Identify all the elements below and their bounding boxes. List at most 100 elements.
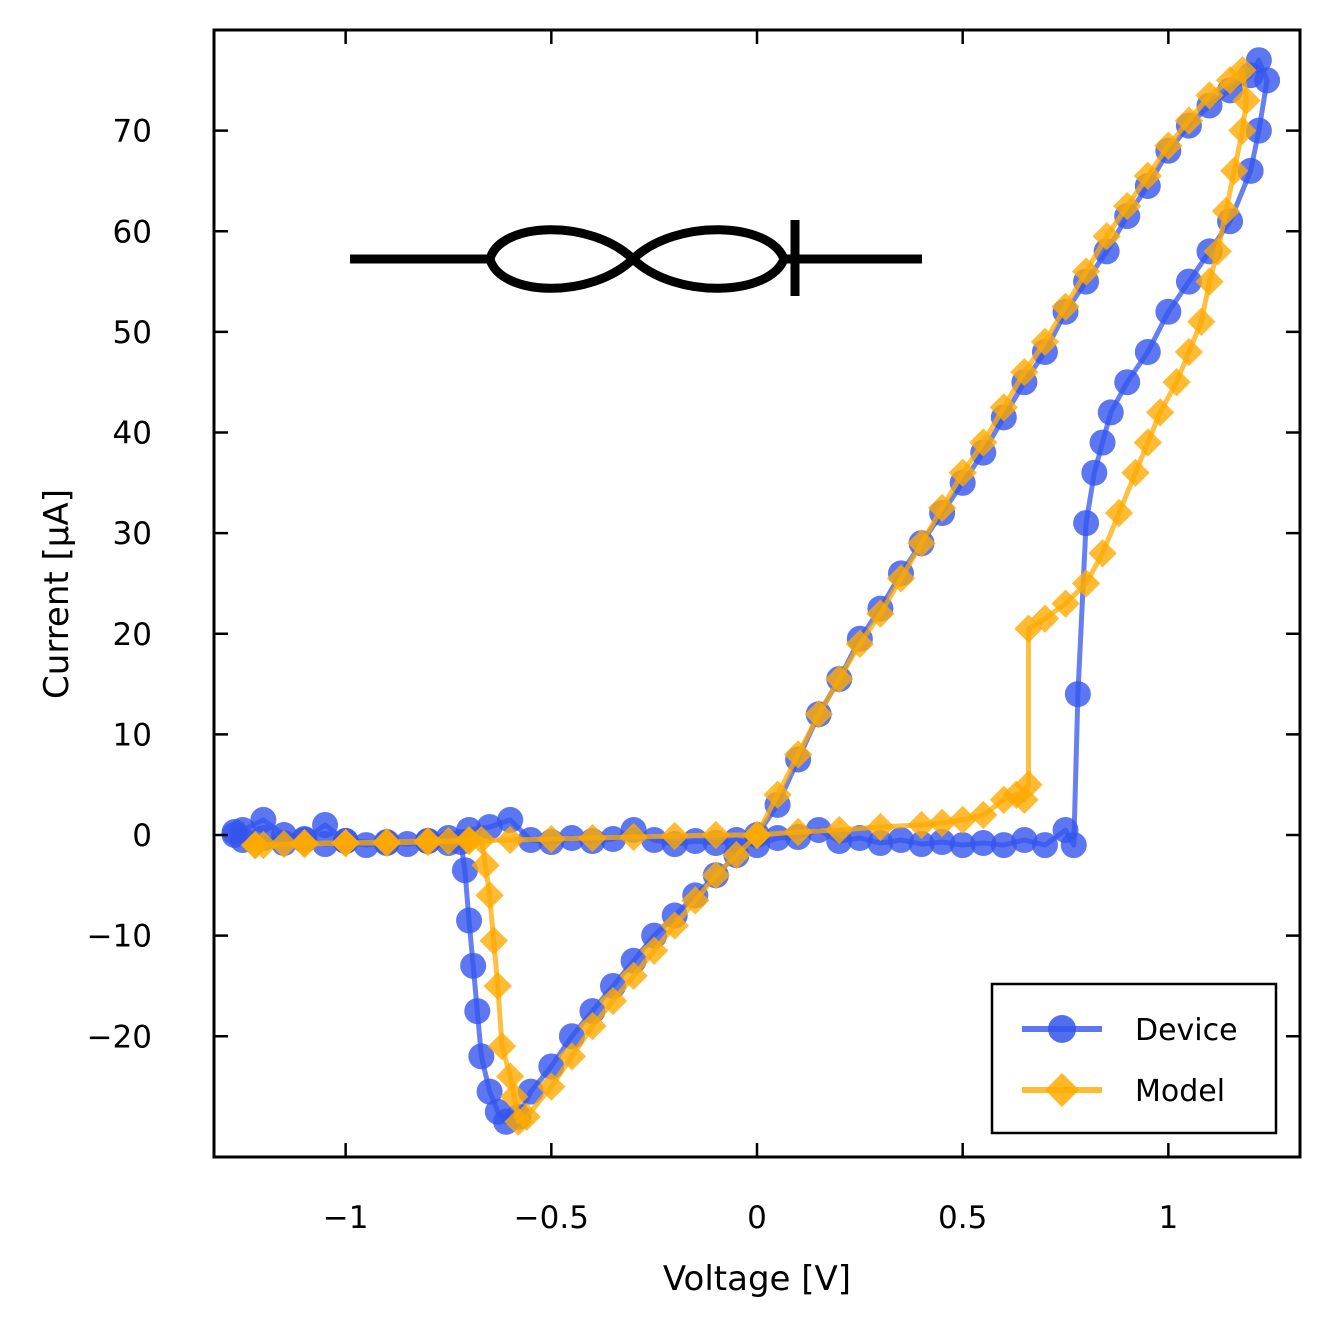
data-point-model	[269, 829, 299, 859]
data-point-model	[1203, 237, 1232, 266]
data-point-device	[1011, 827, 1038, 854]
y-tick-label: −10	[87, 919, 152, 955]
data-point-device	[990, 832, 1017, 859]
data-point-model	[783, 817, 813, 847]
data-point-model	[372, 828, 401, 858]
series-line-model	[255, 67, 1249, 1125]
data-point-model	[660, 821, 689, 851]
data-point-model	[537, 1072, 566, 1101]
data-point-model	[783, 740, 813, 769]
data-point-model	[471, 851, 500, 880]
y-tick-label: 30	[113, 516, 152, 552]
data-point-model	[496, 825, 525, 855]
x-tick-label: −1	[323, 1200, 369, 1236]
data-point-device	[476, 1078, 503, 1105]
data-point-device	[929, 829, 956, 856]
data-point-model	[1211, 196, 1241, 226]
data-point-model	[483, 971, 512, 1001]
data-point-device	[1254, 67, 1281, 94]
data-point-model	[969, 428, 998, 457]
y-tick-label: −20	[87, 1019, 152, 1055]
data-point-device	[970, 830, 997, 857]
data-point-model	[487, 1032, 517, 1061]
data-point-device	[641, 827, 668, 854]
y-tick-label: 70	[113, 114, 152, 150]
data-point-device	[1052, 816, 1079, 843]
x-tick-label: 1	[1158, 1200, 1178, 1236]
data-point-model	[537, 824, 566, 854]
data-point-device	[887, 827, 914, 854]
data-point-device	[1097, 399, 1124, 426]
data-point-model	[1174, 337, 1204, 367]
data-point-model	[969, 800, 998, 829]
data-point-model	[479, 926, 508, 955]
data-point-device	[497, 806, 524, 833]
data-point-model	[742, 820, 772, 850]
y-tick-label: 60	[113, 214, 152, 250]
data-point-model	[1195, 81, 1224, 110]
x-tick-label: 0	[747, 1200, 767, 1236]
data-point-model	[989, 393, 1018, 422]
data-point-device	[451, 857, 478, 884]
data-point-model	[948, 458, 977, 487]
data-point-model	[927, 808, 957, 838]
legend-item-device: Device	[1022, 1013, 1238, 1048]
data-point-device	[1175, 268, 1202, 295]
data-point-device	[1245, 117, 1272, 144]
y-tick-label: 20	[113, 617, 152, 653]
data-point-model	[413, 827, 443, 857]
data-point-model	[1174, 106, 1204, 135]
data-point-model	[701, 861, 731, 890]
data-point-model	[1146, 398, 1175, 427]
data-point-device	[456, 907, 483, 934]
memristor-symbol-icon	[350, 220, 922, 296]
data-point-model	[825, 815, 854, 845]
data-point-model	[1104, 498, 1134, 528]
data-point-model	[989, 785, 1018, 814]
data-point-model	[241, 830, 270, 860]
data-point-device	[949, 832, 976, 859]
series-model	[241, 56, 1261, 1136]
data-point-model	[619, 822, 648, 852]
data-point-model	[1187, 307, 1216, 336]
data-point-device	[250, 806, 277, 833]
data-point-device	[1064, 681, 1091, 708]
data-point-model	[907, 529, 936, 558]
data-point-model	[578, 823, 607, 853]
data-point-model	[1014, 614, 1043, 643]
legend-box	[990, 982, 1278, 1135]
data-point-model	[598, 986, 628, 1016]
data-point-device	[1031, 832, 1058, 859]
data-point-model	[722, 840, 751, 870]
data-point-device	[1114, 369, 1141, 396]
data-point-model	[886, 564, 916, 593]
data-point-model	[701, 820, 731, 850]
data-point-device	[1081, 459, 1108, 486]
data-point-device	[846, 825, 873, 852]
data-point-device	[908, 831, 935, 858]
data-point-model	[927, 493, 957, 523]
data-point-device	[1237, 157, 1264, 184]
data-point-model	[907, 810, 936, 840]
data-point-model	[1010, 357, 1039, 387]
y-tick-label: 10	[113, 717, 152, 753]
y-tick-label: 50	[113, 315, 152, 351]
data-point-model	[660, 911, 689, 940]
data-point-device	[1134, 339, 1161, 365]
y-axis-title: Current [μA]	[37, 489, 77, 699]
data-point-model	[1051, 589, 1080, 618]
x-axis-title: Voltage [V]	[663, 1259, 851, 1299]
data-point-device	[867, 830, 894, 857]
data-point-device	[1089, 429, 1116, 456]
data-point-model	[1030, 327, 1060, 357]
data-point-device	[460, 952, 487, 979]
data-point-model	[825, 664, 854, 694]
data-point-model	[948, 805, 977, 835]
data-point-device	[1073, 510, 1100, 537]
data-point-model	[763, 780, 792, 809]
data-point-device	[464, 998, 491, 1025]
y-tick-label: 0	[132, 818, 152, 854]
data-point-model	[619, 961, 648, 991]
data-point-model	[454, 826, 484, 856]
